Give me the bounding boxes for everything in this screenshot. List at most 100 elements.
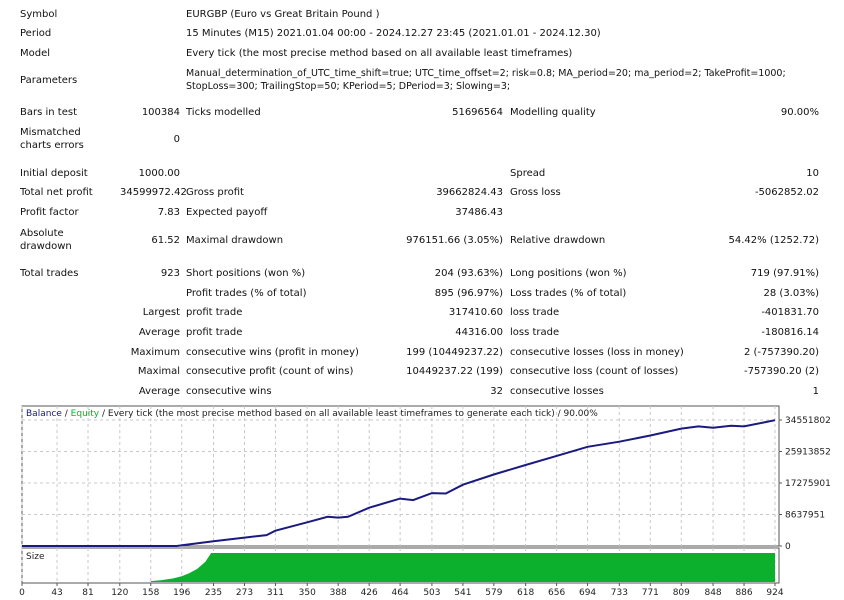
x-tick-label: 579: [485, 588, 502, 598]
profit-factor-label: Profit factor: [20, 207, 79, 218]
balance-line: [22, 419, 776, 547]
rel-dd-value: 54.42% (1252.72): [728, 234, 819, 246]
avg-loss-value: -180816.14: [761, 327, 819, 338]
avg-profit-label: profit trade: [186, 327, 243, 338]
trades-label: Total trades: [20, 268, 79, 279]
period-label: Period: [20, 28, 52, 39]
profit-trades-label: Profit trades (% of total): [186, 288, 307, 299]
y-tick-label: 0: [785, 542, 791, 552]
y-tick-label: 25913852: [785, 448, 831, 458]
y-tick-label: 8637951: [785, 511, 825, 521]
gross-profit-value: 39662824.43: [436, 187, 503, 198]
loss-trades-value: 28 (3.03%): [763, 288, 819, 299]
quality-value: 90.00%: [780, 107, 819, 118]
size-label: Size: [26, 552, 45, 562]
x-tick-label: 388: [330, 588, 347, 598]
x-tick-label: 809: [673, 588, 690, 598]
stats-row-profit-trades: Profit trades (% of total) 895 (96.97%) L…: [20, 288, 819, 299]
x-tick-label: 886: [735, 588, 752, 598]
x-tick-label: 694: [579, 588, 596, 598]
stats-row-trades: Total trades 923 Short positions (won %) 2…: [20, 268, 819, 279]
mismatch-label: Mismatched charts errors: [20, 127, 84, 151]
x-tick-label: 158: [142, 588, 159, 598]
maximal-loss-label: consecutive loss (count of losses): [510, 366, 679, 377]
x-tick-label: 196: [173, 588, 190, 598]
max-wins-value: 199 (10449237.22): [406, 347, 503, 358]
max-losses-label: consecutive losses (loss in money): [510, 347, 684, 358]
abs-dd-label: Absolute drawdown: [20, 228, 72, 252]
x-tick-label: 924: [766, 588, 783, 598]
short-value: 204 (93.63%): [434, 268, 503, 279]
net-profit-value: 34599972.42: [120, 187, 187, 198]
period-value: 15 Minutes (M15) 2021.01.04 00:00 - 2024…: [186, 28, 601, 39]
max-dd-value: 976151.66 (3.05%): [406, 234, 503, 246]
trades-value: 923: [160, 268, 180, 279]
stats-row-avg-consecutive: Average consecutive wins 32 consecutive l…: [20, 386, 819, 397]
ticks-label: Ticks modelled: [186, 107, 261, 118]
mismatch-value: 0: [173, 133, 180, 145]
bars-label: Bars in test: [20, 107, 77, 118]
x-tick-label: 618: [517, 588, 534, 598]
average2-label: Average: [138, 386, 180, 397]
stats-row-deposit: Initial deposit 1000.00 Spread 10: [20, 168, 819, 179]
gross-loss-label: Gross loss: [510, 187, 561, 198]
avg-wins-value: 32: [490, 386, 503, 397]
deposit-label: Initial deposit: [20, 168, 88, 179]
largest-label: Largest: [142, 307, 180, 318]
net-profit-label: Total net profit: [20, 187, 93, 198]
rel-dd-label: Relative drawdown: [510, 234, 606, 246]
long-value: 719 (97.91%): [750, 268, 819, 279]
avg-losses-value: 1: [812, 386, 819, 397]
deposit-value: 1000.00: [138, 168, 180, 179]
payoff-label: Expected payoff: [186, 207, 268, 218]
payoff-value: 37486.43: [455, 207, 503, 218]
avg-profit-value: 44316.00: [455, 327, 503, 338]
x-tick-label: 426: [361, 588, 378, 598]
maximal-label: Maximal: [137, 366, 180, 377]
stats-row-maximum: Maximum consecutive wins (profit in mone…: [20, 347, 819, 358]
x-tick-label: 503: [423, 588, 440, 598]
avg-loss-label: loss trade: [510, 327, 560, 338]
parameters-value: Manual_determination_of_UTC_time_shift=t…: [186, 68, 786, 92]
max-wins-label: consecutive wins (profit in money): [186, 347, 359, 358]
x-tick-label: 771: [642, 588, 659, 598]
model-label: Model: [20, 48, 51, 59]
stats-row-average: Average profit trade 44316.00 loss trade -…: [20, 327, 819, 338]
abs-dd-value: 61.52: [151, 234, 180, 246]
symbol-value: EURGBP (Euro vs Great Britain Pound ): [186, 9, 380, 20]
average-label: Average: [138, 327, 180, 338]
symbol-label: Symbol: [20, 9, 58, 20]
spread-label: Spread: [510, 168, 546, 179]
stats-row-profit: Total net profit 34599972.42 Gross profit…: [20, 187, 819, 198]
size-area: [150, 553, 775, 582]
avg-wins-label: consecutive wins: [186, 386, 272, 397]
x-tick-label: 273: [236, 588, 253, 598]
spread-value: 10: [806, 168, 819, 179]
maximal-profit-label: consecutive profit (count of wins): [186, 366, 354, 377]
parameters-label: Parameters: [20, 75, 78, 86]
profit-trades-value: 895 (96.97%): [434, 288, 503, 299]
maximal-profit-value: 10449237.22 (199): [406, 366, 503, 377]
profit-factor-value: 7.83: [157, 207, 180, 218]
gross-loss-value: -5062852.02: [754, 187, 819, 198]
largest-loss-label: loss trade: [510, 307, 560, 318]
max-losses-value: 2 (-757390.20): [743, 347, 819, 358]
legend-description: / Every tick (the most precise method ba…: [99, 409, 598, 419]
x-tick-label: 464: [392, 588, 409, 598]
x-tick-label: 81: [82, 588, 93, 598]
x-tick-label: 235: [205, 588, 222, 598]
x-tick-label: 0: [19, 588, 25, 598]
x-tick-label: 848: [704, 588, 721, 598]
short-label: Short positions (won %): [186, 268, 306, 279]
stats-row-pf: Profit factor 7.83 Expected payoff 37486.4…: [20, 207, 819, 218]
bars-value: 100384: [141, 107, 180, 118]
maximal-loss-value: -757390.20 (2): [743, 366, 819, 377]
stats-row-maximal: Maximal consecutive profit (count of win…: [20, 366, 819, 377]
long-label: Long positions (won %): [510, 268, 627, 279]
model-value: Every tick (the most precise method base…: [186, 48, 573, 59]
gross-profit-label: Gross profit: [186, 187, 244, 198]
largest-profit-value: 317410.60: [448, 307, 503, 318]
x-tick-label: 120: [111, 588, 128, 598]
stats-row-bars: Bars in test 100384 Ticks modelled 5169656…: [20, 107, 819, 118]
x-tick-label: 733: [611, 588, 628, 598]
